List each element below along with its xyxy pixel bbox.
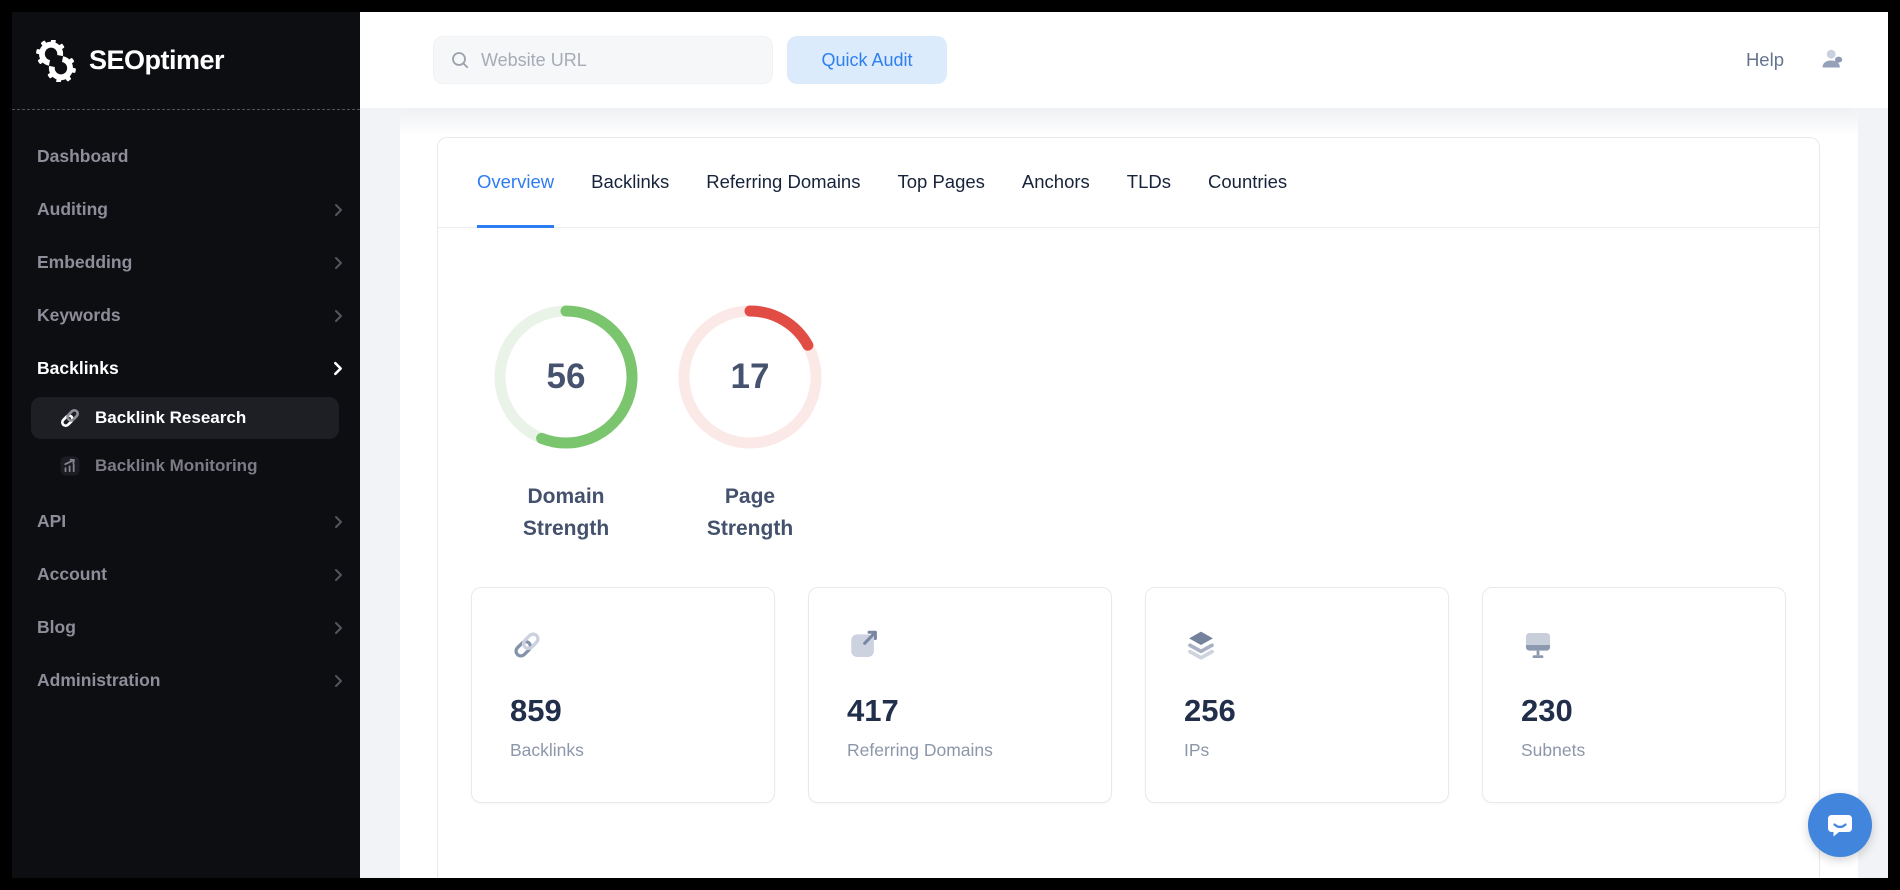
sidebar-header: SEOptimer (12, 12, 360, 110)
quick-audit-button[interactable]: Quick Audit (787, 36, 947, 84)
page-strength-gauge: 17 Page Strength (672, 299, 828, 545)
tab-referring-domains[interactable]: Referring Domains (706, 170, 861, 192)
tab-countries[interactable]: Countries (1208, 170, 1288, 192)
link-icon (60, 408, 80, 428)
sidebar-item-dashboard[interactable]: Dashboard (37, 146, 129, 166)
user-avatar-icon[interactable] (1818, 46, 1846, 74)
subnets-label: Subnets (1521, 740, 1586, 760)
backlinks-count: 859 (510, 693, 562, 728)
chat-launcher-button[interactable] (1808, 793, 1872, 857)
sidebar-item-auditing[interactable]: Auditing (37, 183, 343, 236)
ips-label: IPs (1184, 740, 1210, 760)
app-window: SEOptimer Dashboard Auditing Embedding K… (12, 12, 1888, 878)
tab-anchors[interactable]: Anchors (1021, 170, 1090, 192)
sidebar-item-blog[interactable]: Blog (37, 601, 343, 654)
chevron-right-icon (335, 621, 342, 634)
stat-card-backlinks: 859 Backlinks (471, 587, 775, 803)
sidebar-item-embedding[interactable]: Embedding (37, 236, 343, 289)
referring-domains-count: 417 (847, 693, 899, 728)
stat-card-referring-domains: 417 Referring Domains (808, 587, 1112, 803)
backlinks-submenu: Backlink Research Backlink Monitorin (31, 397, 343, 487)
topbar: Quick Audit Help (360, 12, 1888, 108)
subnets-count: 230 (1521, 693, 1573, 728)
monitor-icon (1525, 632, 1551, 659)
sidebar-item-administration[interactable]: Administration (37, 654, 343, 707)
external-link-icon (851, 630, 877, 658)
page-strength-label: Page Strength (706, 485, 794, 540)
sidebar-item-keywords[interactable]: Keywords (37, 289, 343, 342)
layers-icon (1188, 631, 1214, 660)
chevron-right-icon (335, 568, 342, 581)
backlinks-label: Backlinks (510, 740, 584, 760)
tab-backlinks[interactable]: Backlinks (591, 170, 670, 192)
domain-strength-value: 56 (546, 357, 586, 396)
stat-card-subnets: 230 Subnets (1482, 587, 1786, 803)
chevron-right-icon (335, 309, 342, 322)
chevron-right-icon (335, 256, 342, 269)
sidebar-item-backlink-research[interactable]: Backlink Research (31, 397, 339, 439)
chevron-right-icon (335, 203, 342, 216)
search-input[interactable] (481, 49, 741, 71)
tab-tlds[interactable]: TLDs (1126, 170, 1171, 192)
search-icon (452, 52, 469, 69)
tab-top-pages[interactable]: Top Pages (897, 170, 985, 192)
stat-card-ips: 256 IPs (1145, 587, 1449, 803)
monitoring-chart-icon (60, 456, 80, 476)
stats-row: 859 Backlinks 417 Referring Domains (471, 587, 1786, 803)
content-background: Overview Backlinks Referring Domains Top… (360, 108, 1888, 878)
brand-name: SEOptimer (89, 45, 225, 75)
help-link[interactable]: Help (1745, 49, 1784, 70)
referring-domains-label: Referring Domains (847, 740, 993, 760)
sidebar-item-api[interactable]: API (37, 495, 343, 548)
sidebar-nav: Dashboard Auditing Embedding Keywords Ba… (12, 110, 360, 707)
website-url-search[interactable] (433, 36, 773, 84)
link-icon (514, 632, 540, 658)
sidebar: SEOptimer Dashboard Auditing Embedding K… (12, 12, 360, 878)
sidebar-item-account[interactable]: Account (37, 548, 343, 601)
main-panel: Overview Backlinks Referring Domains Top… (400, 108, 1858, 878)
chevron-right-icon (335, 674, 342, 687)
chevron-right-icon (335, 515, 342, 528)
domain-strength-gauge: 56 Domain Strength (488, 299, 644, 545)
sidebar-item-backlinks[interactable]: Backlinks (37, 342, 343, 395)
backlink-research-card: Overview Backlinks Referring Domains Top… (437, 137, 1820, 878)
seoptimer-logo-icon (36, 39, 76, 82)
tab-bar: Overview Backlinks Referring Domains Top… (438, 138, 1819, 228)
ips-count: 256 (1184, 693, 1236, 728)
domain-strength-label: Domain Strength (522, 485, 610, 540)
sidebar-item-backlink-monitoring[interactable]: Backlink Monitoring (31, 445, 339, 487)
page-strength-value: 17 (730, 357, 770, 396)
strength-gauges: 56 Domain Strength 17 Page Strength (488, 299, 1819, 545)
chat-bubble-icon (1828, 815, 1852, 837)
topbar-right: Help (1746, 46, 1888, 74)
tab-overview[interactable]: Overview (477, 138, 555, 228)
chevron-right-icon (334, 361, 342, 376)
